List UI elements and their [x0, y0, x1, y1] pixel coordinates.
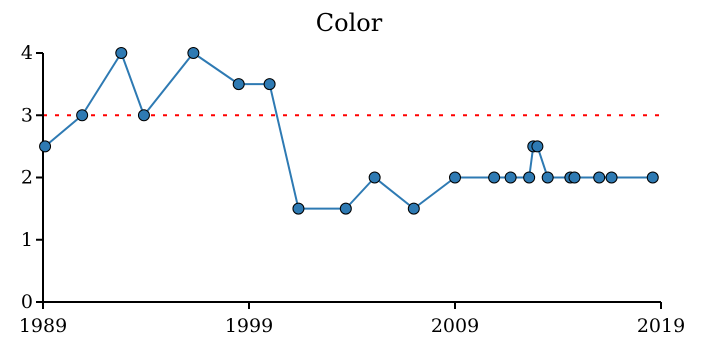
axes — [36, 52, 662, 309]
chart-title: Color — [316, 9, 383, 37]
data-point — [646, 171, 659, 184]
data-point — [541, 171, 554, 184]
data-point — [187, 47, 200, 59]
y-tick-label: 4 — [21, 42, 33, 64]
y-tick-label: 0 — [21, 291, 33, 313]
data-point — [39, 140, 52, 153]
x-tick-label: 2019 — [637, 315, 685, 337]
data-point — [449, 171, 461, 184]
data-point — [115, 47, 128, 59]
x-tick-label: 1989 — [19, 315, 67, 337]
series-line-0 — [44, 52, 653, 210]
series-layer — [44, 52, 653, 210]
data-point — [137, 109, 150, 122]
y-tick-label: 1 — [21, 229, 33, 251]
data-point — [339, 202, 352, 215]
data-point — [593, 171, 606, 184]
data-point — [232, 78, 245, 91]
data-point — [488, 171, 501, 184]
data-point — [504, 171, 517, 184]
data-point — [292, 202, 305, 215]
y-tick-label: 2 — [21, 167, 33, 189]
x-tick-label: 2009 — [431, 315, 479, 337]
data-point — [605, 171, 618, 184]
y-tick-label: 3 — [21, 104, 33, 126]
data-point — [531, 140, 544, 153]
data-point — [368, 171, 381, 184]
x-tick-label: 1999 — [225, 315, 273, 337]
data-point — [568, 171, 581, 184]
tick-labels: 0 1 2 3 4 1989 1999 2009 2019 — [19, 42, 685, 337]
data-point — [407, 202, 420, 215]
marker-layer — [39, 47, 659, 215]
data-point — [523, 171, 536, 184]
data-point — [76, 109, 89, 122]
data-point — [263, 78, 276, 91]
